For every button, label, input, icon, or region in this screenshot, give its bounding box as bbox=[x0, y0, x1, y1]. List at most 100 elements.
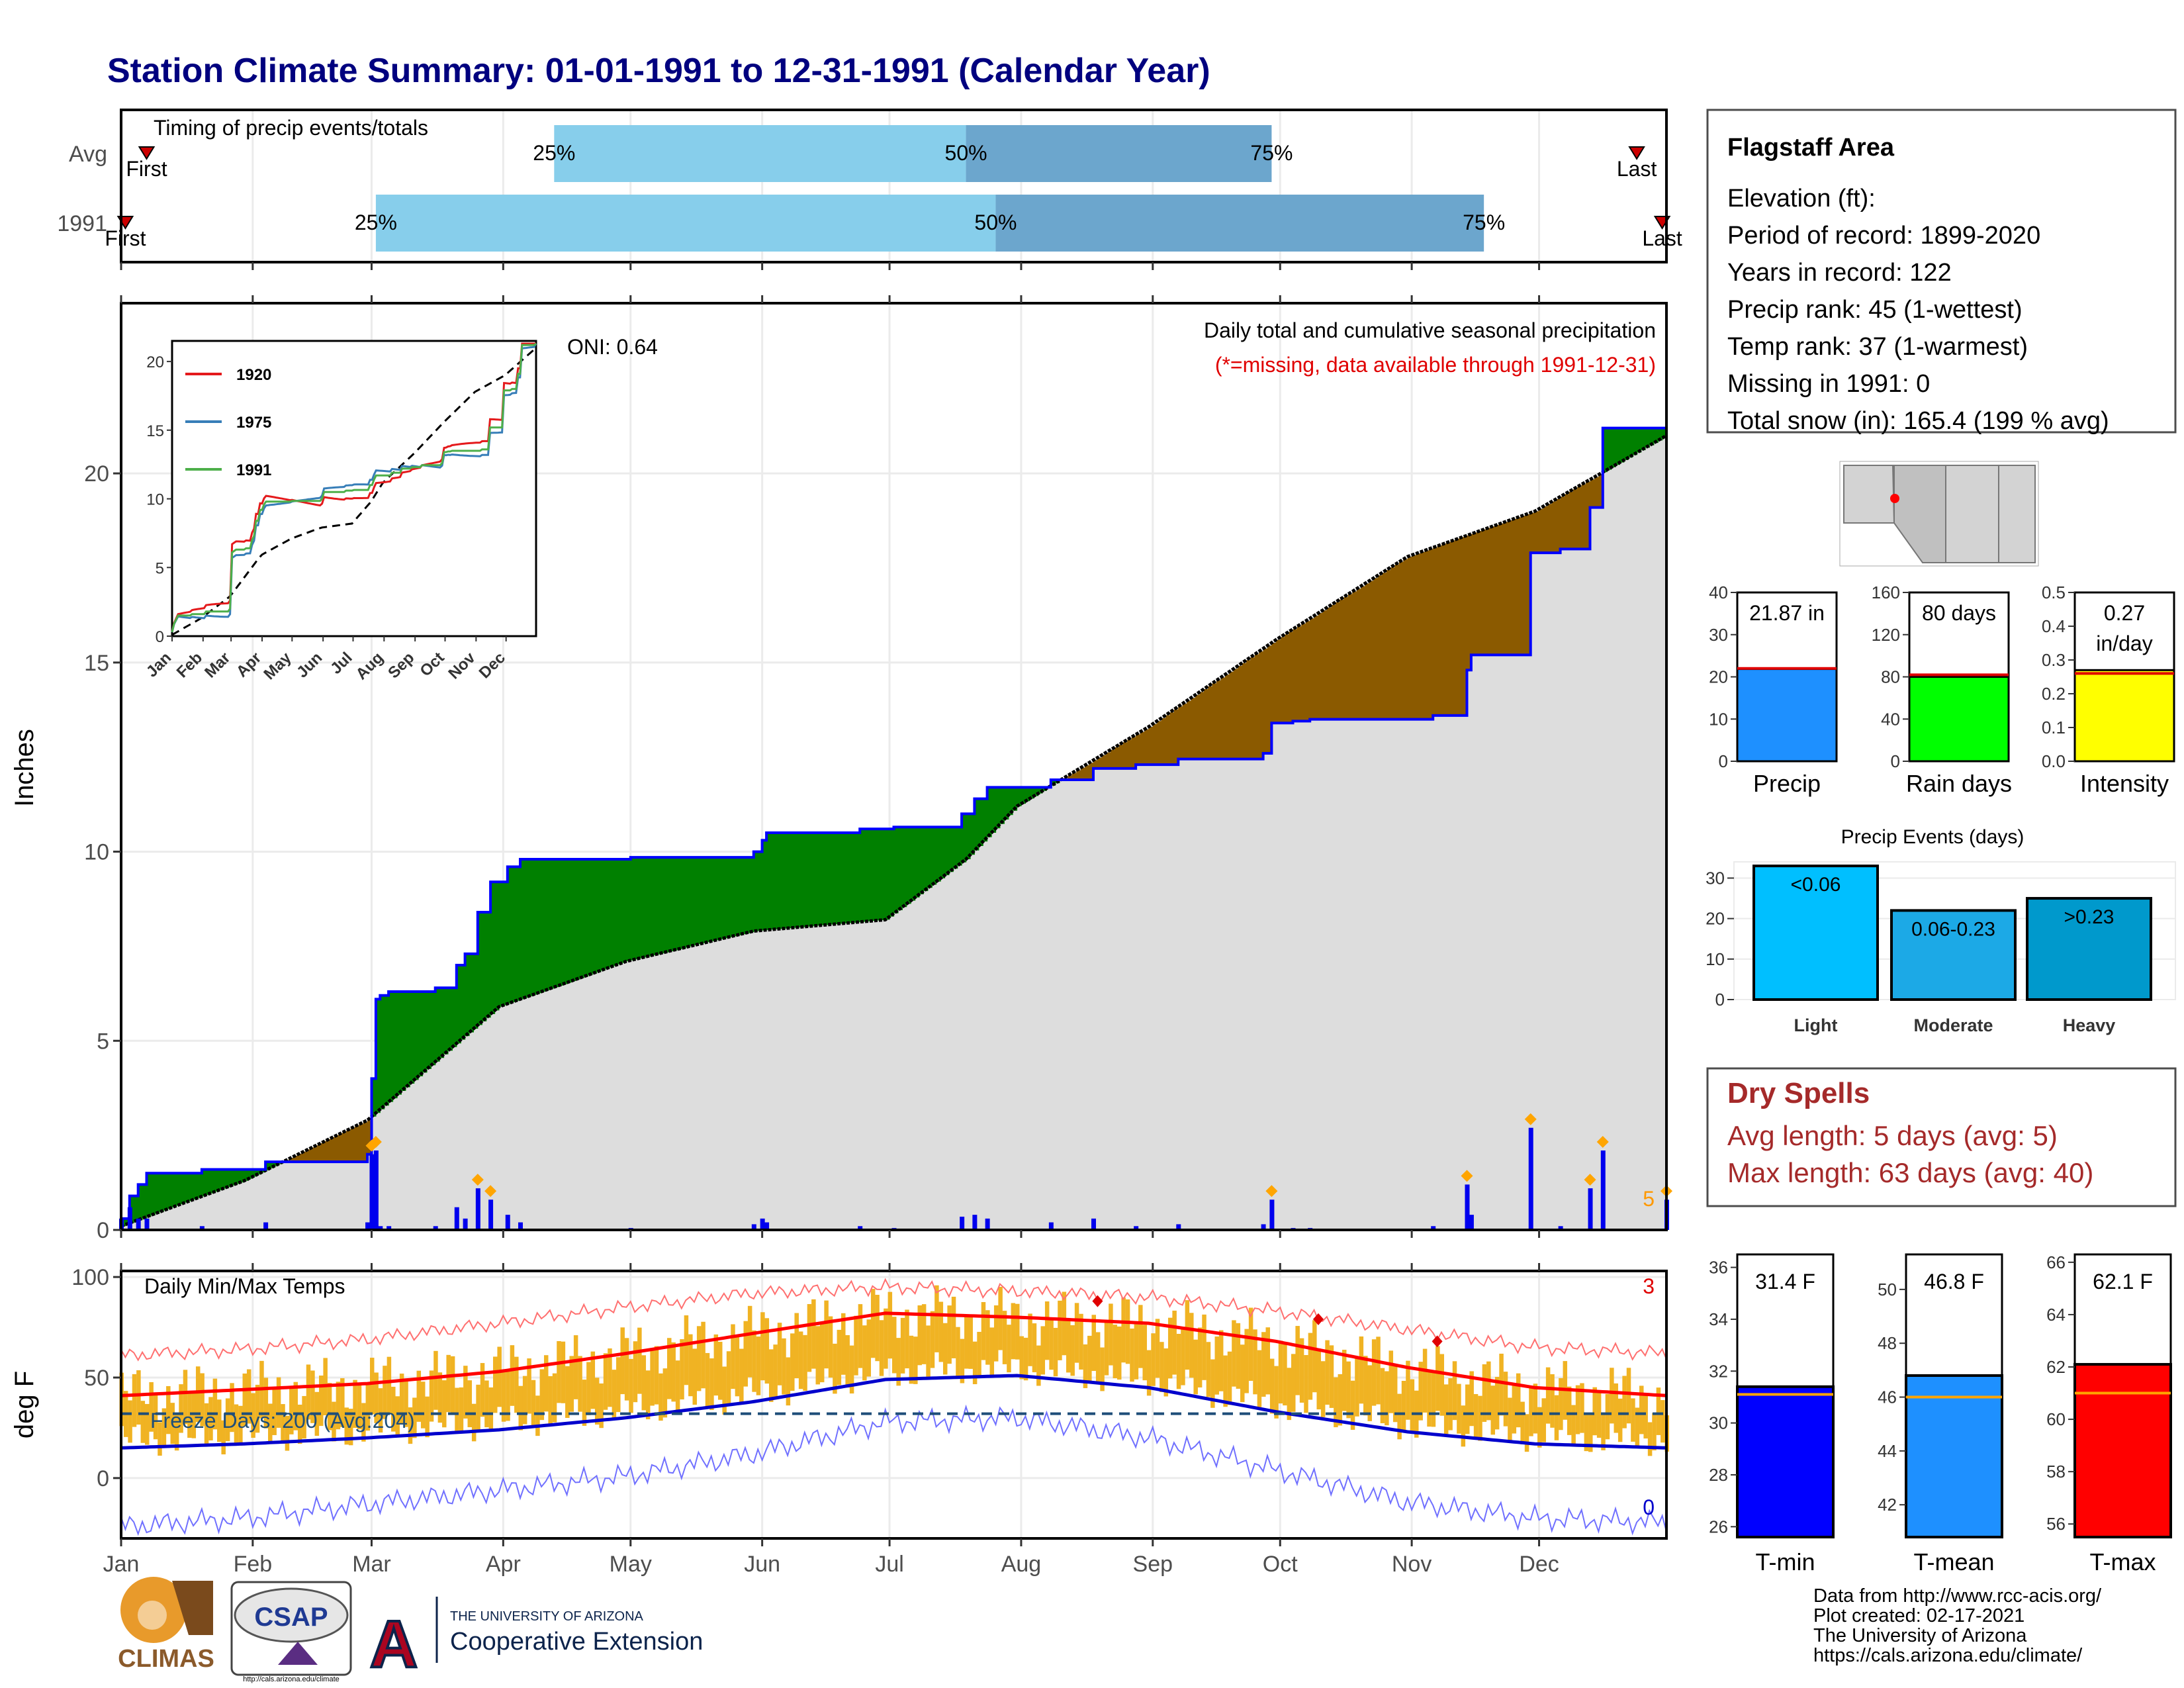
daily-temp-range-bar bbox=[1473, 1393, 1479, 1440]
timing-first-marker-0 bbox=[138, 146, 156, 160]
heavy-event-marker bbox=[1265, 1185, 1278, 1197]
temp-summary-tick-label-2-5: 66 bbox=[2046, 1252, 2066, 1272]
daily-precip-bar bbox=[475, 1188, 480, 1230]
daily-temp-range-bar bbox=[552, 1373, 557, 1423]
precip-ytick-label-2: 10 bbox=[84, 840, 109, 865]
footer-data-source: Data from http://www.rcc-acis.org/ bbox=[1813, 1585, 2102, 1607]
summary-tick-label-2-0: 0.0 bbox=[2042, 751, 2066, 771]
daily-precip-bar bbox=[505, 1215, 510, 1230]
map-state-new-mexico bbox=[1945, 465, 1999, 563]
daily-temp-range-bar bbox=[1210, 1359, 1215, 1408]
daily-temp-range-bar bbox=[136, 1370, 141, 1425]
station-frame bbox=[1706, 109, 2177, 434]
daily-temp-range-bar bbox=[1635, 1407, 1640, 1448]
daily-temp-range-bar bbox=[1571, 1405, 1576, 1446]
daily-temp-range-bar bbox=[1155, 1319, 1160, 1378]
timing-bar-q50-q75-1 bbox=[995, 195, 1484, 252]
daily-temp-range-bar bbox=[1146, 1350, 1152, 1396]
daily-temp-range-bar bbox=[1661, 1400, 1665, 1443]
daily-temp-range-bar bbox=[641, 1355, 647, 1411]
daily-temp-range-bar bbox=[1439, 1354, 1445, 1416]
daily-temp-range-bar bbox=[1202, 1314, 1206, 1380]
daily-temp-range-bar bbox=[768, 1349, 774, 1402]
daily-temp-range-bar bbox=[425, 1396, 430, 1438]
daily-temp-range-bar bbox=[140, 1401, 146, 1443]
daily-temp-range-bar bbox=[1490, 1385, 1495, 1435]
events-tick-label-0: 0 bbox=[1715, 990, 1725, 1009]
daily-precip-bar bbox=[1528, 1127, 1533, 1230]
daily-temp-range-bar bbox=[1142, 1325, 1147, 1381]
daily-temp-range-bar bbox=[879, 1320, 884, 1376]
daily-temp-range-bar bbox=[930, 1311, 935, 1368]
avg-min-line bbox=[120, 1374, 1667, 1450]
map-state-arizona bbox=[1893, 465, 1946, 563]
events-bar-text-2: >0.23 bbox=[2064, 906, 2115, 928]
daily-temp-range-bar bbox=[395, 1396, 400, 1438]
month-label-dec: Dec bbox=[1519, 1552, 1559, 1577]
daily-temp-range-bar bbox=[446, 1354, 451, 1413]
daily-temp-range-bar bbox=[968, 1315, 973, 1369]
daily-precip-bar bbox=[378, 1226, 383, 1230]
station-precip-rank: Precip rank: 45 (1-wettest) bbox=[1727, 296, 2023, 324]
timing-q50-label-0: 50% bbox=[945, 141, 987, 165]
daily-temp-range-bar bbox=[1499, 1353, 1504, 1416]
daily-temp-range-bar bbox=[667, 1338, 672, 1399]
daily-precip-bar bbox=[1134, 1226, 1139, 1230]
timing-first-label-0: First bbox=[126, 157, 167, 181]
daily-temp-range-bar bbox=[195, 1366, 201, 1423]
daily-temp-range-bar bbox=[764, 1318, 770, 1384]
summary-tick-label-1-3: 120 bbox=[1872, 625, 1900, 645]
month-label-nov: Nov bbox=[1392, 1552, 1432, 1577]
temp-summary-tick-label-1-1: 44 bbox=[1878, 1441, 1897, 1461]
daily-precip-bar bbox=[1091, 1218, 1096, 1230]
temp-summary-tick-label-0-4: 34 bbox=[1709, 1309, 1728, 1329]
daily-precip-bar bbox=[387, 1226, 392, 1230]
daily-precip-bar bbox=[373, 1150, 379, 1230]
month-label-may: May bbox=[610, 1552, 652, 1577]
daily-temp-range-bar bbox=[1223, 1355, 1228, 1407]
daily-temp-range-bar bbox=[1541, 1398, 1546, 1442]
daily-temp-range-bar bbox=[942, 1323, 948, 1375]
temp-summary-tick-label-0-3: 32 bbox=[1709, 1361, 1728, 1381]
daily-temp-range-bar bbox=[709, 1358, 714, 1411]
daily-temp-range-bar bbox=[675, 1360, 680, 1413]
daily-precip-bar bbox=[858, 1226, 863, 1230]
daily-temp-range-bar bbox=[884, 1308, 888, 1369]
record-hot-marker-2 bbox=[1432, 1335, 1443, 1348]
daily-precip-bar bbox=[1048, 1222, 1054, 1230]
daily-temp-range-bar bbox=[1240, 1344, 1245, 1403]
daily-temp-range-bar bbox=[522, 1376, 527, 1425]
daily-temp-range-bar bbox=[747, 1305, 752, 1378]
ua-university: THE UNIVERSITY OF ARIZONA bbox=[450, 1609, 644, 1624]
timing-q75-label-0: 75% bbox=[1250, 141, 1293, 165]
daily-temp-range-bar bbox=[285, 1415, 290, 1451]
temp-summary-tick-label-0-1: 28 bbox=[1709, 1465, 1728, 1485]
daily-temp-range-bar bbox=[887, 1291, 893, 1359]
daily-temp-range-bar bbox=[1443, 1384, 1449, 1434]
inset-ytick-label-4: 20 bbox=[146, 353, 164, 371]
daily-temp-range-bar bbox=[399, 1374, 404, 1424]
daily-temp-range-bar bbox=[1002, 1311, 1007, 1364]
daily-precip-bar bbox=[1261, 1224, 1266, 1230]
daily-temp-range-bar bbox=[450, 1356, 455, 1413]
daily-temp-range-bar bbox=[569, 1356, 574, 1412]
daily-temp-range-bar bbox=[1355, 1358, 1359, 1417]
daily-temp-range-bar bbox=[998, 1286, 1003, 1350]
precip-ytick-label-3: 15 bbox=[84, 651, 109, 676]
daily-temp-range-bar bbox=[650, 1348, 655, 1406]
daily-temp-range-bar bbox=[1058, 1300, 1062, 1360]
daily-temp-range-bar bbox=[1452, 1361, 1457, 1421]
dry-spells-max: Max length: 63 days (avg: 40) bbox=[1727, 1157, 2093, 1188]
daily-temp-range-bar bbox=[917, 1305, 922, 1366]
daily-temp-range-bar bbox=[1121, 1297, 1126, 1363]
precip-event-count: 5 bbox=[1643, 1187, 1655, 1211]
daily-temp-range-bar bbox=[361, 1403, 366, 1442]
daily-temp-range-bar bbox=[934, 1285, 939, 1352]
daily-temp-range-bar bbox=[1601, 1412, 1606, 1450]
daily-temp-range-bar bbox=[1100, 1347, 1105, 1391]
station-years: Years in record: 122 bbox=[1727, 259, 1952, 287]
daily-temp-range-bar bbox=[837, 1329, 842, 1385]
daily-temp-range-bar bbox=[230, 1383, 234, 1432]
station-location-dot bbox=[1890, 494, 1899, 503]
